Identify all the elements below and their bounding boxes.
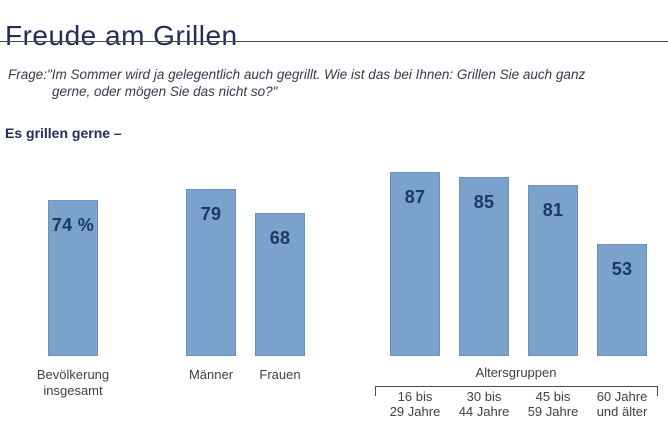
- chart-bar: 53: [597, 244, 647, 356]
- chart-bar: 87: [390, 172, 440, 356]
- bar-category-label: 60 Jahre und älter: [567, 389, 668, 419]
- bar-category-label-line: 29 Jahre: [389, 403, 441, 419]
- bar-category-label: Frauen: [215, 367, 345, 383]
- bar-value-label: 79: [200, 204, 222, 224]
- age-group-bracket: [375, 386, 658, 396]
- survey-question-line2: gerne, oder mögen Sie das nicht so?": [52, 84, 278, 99]
- title-divider-line: [0, 41, 668, 42]
- bar-value-label: 53: [611, 259, 633, 279]
- bar-category-label-line: 44 Jahre: [458, 403, 510, 419]
- bar-category-label-line: 60 Jahre: [596, 389, 648, 404]
- bar-category-label: 16 bis 29 Jahre: [360, 389, 470, 419]
- bar-value-label: 74 %: [51, 215, 95, 235]
- bar-category-label: Bevölkerung insgesamt: [8, 367, 138, 398]
- chart-bar: 85: [459, 177, 509, 356]
- bar-category-label: 30 bis 44 Jahre: [429, 389, 539, 419]
- bar-category-label-line: Männer: [188, 367, 234, 382]
- chart-subtitle: Es grillen gerne –: [5, 125, 122, 141]
- survey-question: Frage:"Im Sommer wird ja gelegentlich au…: [8, 66, 585, 101]
- bar-category-label: 45 bis 59 Jahre: [498, 389, 608, 419]
- bar-value-label: 68: [269, 228, 291, 248]
- bar-category-label-line: 30 bis: [466, 389, 502, 404]
- bar-value-label: 87: [404, 187, 426, 207]
- bar-value-label: 81: [542, 200, 564, 220]
- page-title: Freude am Grillen: [5, 19, 238, 51]
- bar-category-label-line: 59 Jahre: [527, 403, 579, 419]
- age-group-label: Altersgruppen: [475, 365, 557, 380]
- bar-value-label: 85: [473, 192, 495, 212]
- bar-category-label: Männer: [146, 367, 276, 383]
- bar-category-label-line: insgesamt: [43, 382, 103, 398]
- chart-bar: 81: [528, 185, 578, 356]
- chart-bar: 74 %: [48, 200, 98, 356]
- chart-bar: 79: [186, 189, 236, 356]
- bar-category-label-line: und älter: [596, 403, 648, 419]
- bar-category-label-line: 16 bis: [397, 389, 433, 404]
- survey-question-line1: Frage:"Im Sommer wird ja gelegentlich au…: [8, 66, 586, 82]
- bar-category-label-line: Frauen: [259, 367, 301, 382]
- bar-category-label-line: Bevölkerung: [36, 367, 110, 382]
- chart-bar: 68: [255, 213, 305, 356]
- bar-category-label-line: 45 bis: [535, 389, 571, 404]
